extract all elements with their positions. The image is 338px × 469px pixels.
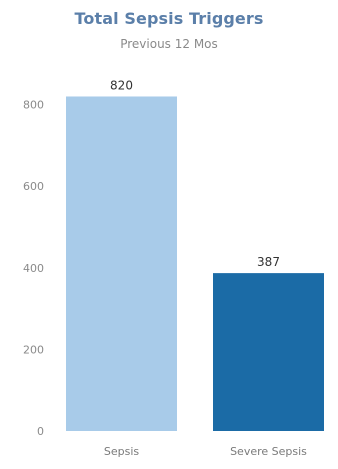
y-tick-label: 0 [37,425,44,438]
chart-subtitle: Previous 12 Mos [120,37,218,51]
bars [66,96,324,432]
data-label: 387 [257,255,280,269]
x-tick-label: Severe Sepsis [230,445,307,458]
y-axis: 0 200 400 600 800 [23,99,44,438]
bar-sepsis[interactable] [66,96,177,432]
x-axis: Sepsis Severe Sepsis [104,445,307,458]
y-tick-label: 800 [23,99,44,112]
bar-severe-sepsis[interactable] [213,273,324,431]
x-tick-label: Sepsis [104,445,140,458]
y-tick-label: 400 [23,262,44,275]
y-tick-label: 200 [23,343,44,356]
data-label: 820 [110,78,133,92]
data-labels: 820 387 [110,78,280,269]
chart-title: Total Sepsis Triggers [74,9,264,28]
y-tick-label: 600 [23,180,44,193]
